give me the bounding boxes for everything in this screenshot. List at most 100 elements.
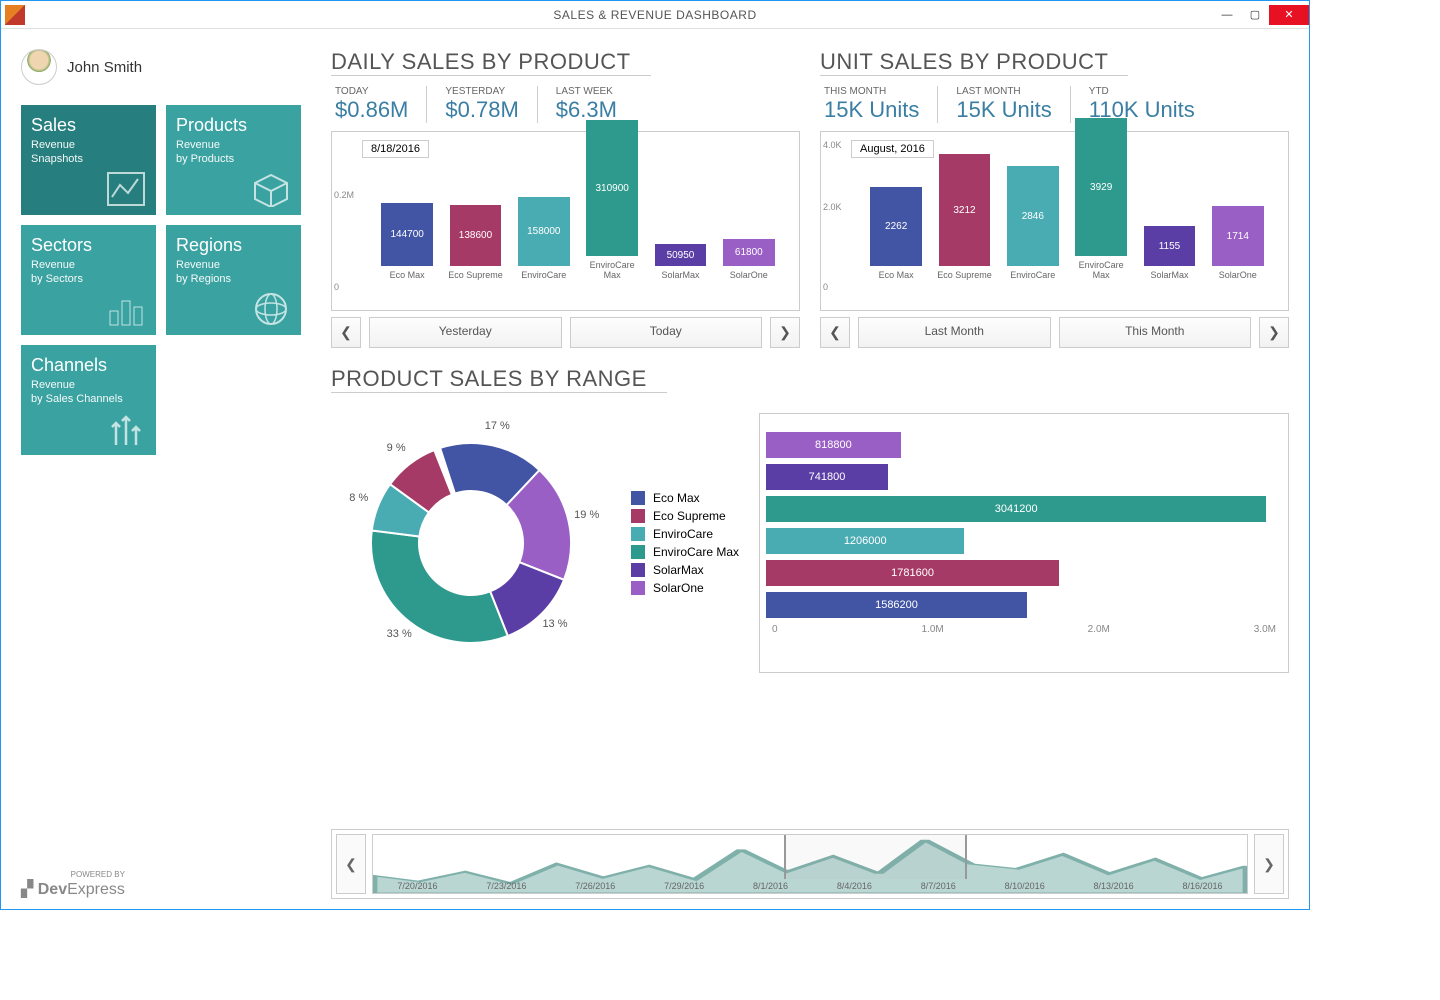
- bar-label: EnviroCare Max: [1069, 260, 1133, 280]
- hbar: 741800: [766, 464, 888, 490]
- unit-sales-panel: UNIT SALES BY PRODUCT THIS MONTH 15K Uni…: [820, 49, 1289, 348]
- axis-label: 0: [823, 282, 828, 292]
- timeline-date: 7/26/2016: [575, 881, 615, 891]
- user-info: John Smith: [21, 49, 301, 85]
- hbar: 3041200: [766, 496, 1266, 522]
- legend-swatch-icon: [631, 581, 645, 595]
- daily-prev-arrow[interactable]: ❮: [331, 317, 361, 348]
- bar-label: EnviroCare: [1010, 270, 1055, 280]
- daily-next-arrow[interactable]: ❯: [770, 317, 800, 348]
- kpi-value: 15K Units: [824, 97, 919, 123]
- kpi-value: $0.78M: [445, 97, 518, 123]
- legend-label: Eco Supreme: [653, 509, 726, 523]
- unit-next-arrow[interactable]: ❯: [1259, 317, 1289, 348]
- bar-label: SolarMax: [661, 270, 699, 280]
- close-button[interactable]: ✕: [1269, 5, 1309, 25]
- nav-tile-channels[interactable]: Channels Revenueby Sales Channels: [21, 345, 156, 455]
- bar-label: Eco Max: [390, 270, 425, 280]
- bar: 1155: [1144, 226, 1195, 266]
- bar: 3212: [939, 154, 990, 266]
- tile-sub: Revenueby Sectors: [31, 258, 146, 287]
- app-logo-icon: [5, 5, 25, 25]
- legend-swatch-icon: [631, 527, 645, 541]
- legend-item: Eco Max: [631, 491, 739, 505]
- axis-tick: 1.0M: [921, 624, 943, 635]
- bar-label: Eco Supreme: [937, 270, 992, 280]
- legend-item: SolarMax: [631, 563, 739, 577]
- unit-prev-button[interactable]: Last Month: [858, 317, 1051, 348]
- tile-sub: RevenueSnapshots: [31, 138, 146, 167]
- daily-chart: 8/18/2016 0.2M 0 144700 Eco Max138600 Ec…: [331, 131, 800, 311]
- axis-tick: 3.0M: [1254, 624, 1276, 635]
- daily-date-tag: 8/18/2016: [362, 140, 429, 158]
- box-icon: [251, 171, 291, 207]
- kpi-value: $0.86M: [335, 97, 408, 123]
- tile-title: Sectors: [31, 235, 146, 256]
- bar: 138600: [450, 205, 501, 266]
- nav-tiles: Sales RevenueSnapshots Products Revenueb…: [21, 105, 301, 455]
- donut-pct-label: 17 %: [485, 420, 510, 432]
- timeline-body[interactable]: 7/20/20167/23/20167/26/20167/29/20168/1/…: [372, 834, 1248, 894]
- legend-item: Eco Supreme: [631, 509, 739, 523]
- titlebar: SALES & REVENUE DASHBOARD — ▢ ✕: [1, 1, 1309, 29]
- bar-label: EnviroCare: [521, 270, 566, 280]
- axis-tick: 2.0M: [1088, 624, 1110, 635]
- bar: 3929: [1075, 118, 1126, 256]
- timeline-prev-arrow[interactable]: ❮: [336, 834, 366, 894]
- legend-swatch-icon: [631, 509, 645, 523]
- timeline-date: 8/1/2016: [753, 881, 788, 891]
- legend-label: Eco Max: [653, 491, 700, 505]
- nav-tile-products[interactable]: Products Revenueby Products: [166, 105, 301, 215]
- legend-swatch-icon: [631, 563, 645, 577]
- unit-next-button[interactable]: This Month: [1059, 317, 1252, 348]
- legend: Eco MaxEco SupremeEnviroCareEnviroCare M…: [631, 487, 739, 599]
- timeline-date: 8/10/2016: [1005, 881, 1045, 891]
- bar-label: SolarOne: [1219, 270, 1257, 280]
- maximize-button[interactable]: ▢: [1241, 5, 1269, 25]
- timeline-date: 8/7/2016: [921, 881, 956, 891]
- kpi-label: YTD: [1089, 86, 1195, 97]
- arrows-icon: [106, 411, 146, 447]
- kpi-label: YESTERDAY: [445, 86, 518, 97]
- unit-chart: August, 2016 4.0K 2.0K 0 2262 Eco Max321…: [820, 131, 1289, 311]
- axis-tick: 0: [772, 624, 778, 635]
- avatar-icon: [21, 49, 57, 85]
- nav-tile-sales[interactable]: Sales RevenueSnapshots: [21, 105, 156, 215]
- window-title: SALES & REVENUE DASHBOARD: [553, 8, 756, 22]
- minimize-button[interactable]: —: [1213, 5, 1241, 25]
- donut-pct-label: 33 %: [387, 628, 412, 640]
- hbar: 818800: [766, 432, 901, 458]
- legend-swatch-icon: [631, 491, 645, 505]
- donut-pct-label: 9 %: [387, 442, 406, 454]
- bar-label: SolarOne: [730, 270, 768, 280]
- legend-label: SolarMax: [653, 563, 704, 577]
- bar-label: Eco Max: [879, 270, 914, 280]
- daily-next-button[interactable]: Today: [570, 317, 763, 348]
- daily-prev-button[interactable]: Yesterday: [369, 317, 562, 348]
- tile-sub: Revenueby Sales Channels: [31, 378, 146, 407]
- timeline-date: 7/20/2016: [397, 881, 437, 891]
- legend-label: EnviroCare Max: [653, 545, 739, 559]
- bar: 61800: [723, 239, 774, 266]
- unit-prev-arrow[interactable]: ❮: [820, 317, 850, 348]
- kpi-label: TODAY: [335, 86, 408, 97]
- bar: 1714: [1212, 206, 1263, 266]
- range-panel: PRODUCT SALES BY RANGE 17 %19 %13 %33 %8…: [331, 366, 1289, 813]
- timeline-next-arrow[interactable]: ❯: [1254, 834, 1284, 894]
- hbar: 1206000: [766, 528, 964, 554]
- donut-chart: 17 %19 %13 %33 %8 %9 %: [331, 403, 611, 683]
- hbar-chart: 818800 741800 3041200 1206000 1781600 1586200…: [759, 413, 1289, 673]
- bar-label: Eco Supreme: [448, 270, 503, 280]
- hbar: 1781600: [766, 560, 1059, 586]
- timeline-selection[interactable]: [784, 835, 968, 879]
- nav-tile-regions[interactable]: Regions Revenueby Regions: [166, 225, 301, 335]
- tile-sub: Revenueby Regions: [176, 258, 291, 287]
- chart-line-icon: [106, 171, 146, 207]
- hbar: 1586200: [766, 592, 1027, 618]
- kpi-label: LAST MONTH: [956, 86, 1051, 97]
- legend-item: EnviroCare Max: [631, 545, 739, 559]
- kpi-label: LAST WEEK: [556, 86, 617, 97]
- tile-title: Regions: [176, 235, 291, 256]
- footer-brand: POWERED BY ▞ DevExpress: [21, 870, 125, 899]
- nav-tile-sectors[interactable]: Sectors Revenueby Sectors: [21, 225, 156, 335]
